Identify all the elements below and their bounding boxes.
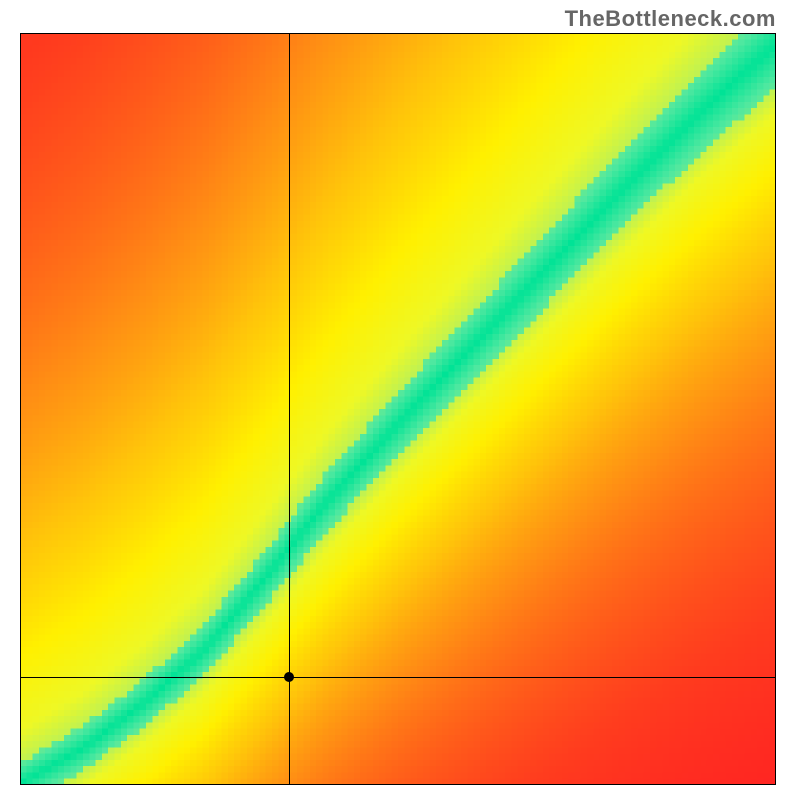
crosshair-horizontal [20,677,776,678]
watermark-text: TheBottleneck.com [565,6,776,32]
heatmap-canvas [20,33,776,785]
crosshair-marker [284,672,294,682]
chart-container: TheBottleneck.com [0,0,800,800]
plot-area [20,33,776,785]
